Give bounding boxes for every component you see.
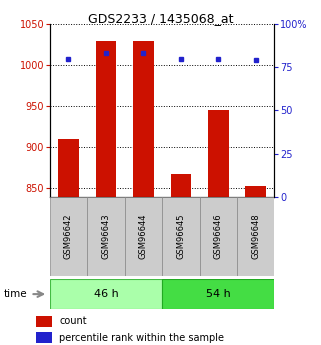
Bar — [50, 279, 162, 309]
Text: GSM96646: GSM96646 — [214, 214, 223, 259]
Bar — [87, 197, 125, 276]
Text: GDS2233 / 1435068_at: GDS2233 / 1435068_at — [88, 12, 233, 25]
Bar — [246, 186, 266, 197]
Bar — [208, 110, 229, 197]
Text: GSM96643: GSM96643 — [101, 214, 110, 259]
Bar — [50, 197, 87, 276]
Bar — [36, 332, 52, 343]
Text: time: time — [3, 289, 27, 299]
Text: GSM96648: GSM96648 — [251, 214, 260, 259]
Bar — [125, 197, 162, 276]
Bar — [96, 41, 116, 197]
Bar — [237, 197, 274, 276]
Bar — [36, 315, 52, 327]
Bar — [162, 197, 200, 276]
Bar — [200, 197, 237, 276]
Text: GSM96645: GSM96645 — [176, 214, 185, 259]
Text: GSM96642: GSM96642 — [64, 214, 73, 259]
Bar — [133, 41, 154, 197]
Text: 54 h: 54 h — [206, 289, 231, 299]
Text: count: count — [59, 316, 87, 326]
Bar — [58, 139, 79, 197]
Bar — [162, 279, 274, 309]
Bar — [170, 175, 191, 197]
Text: GSM96644: GSM96644 — [139, 214, 148, 259]
Text: 46 h: 46 h — [93, 289, 118, 299]
Text: percentile rank within the sample: percentile rank within the sample — [59, 333, 224, 343]
